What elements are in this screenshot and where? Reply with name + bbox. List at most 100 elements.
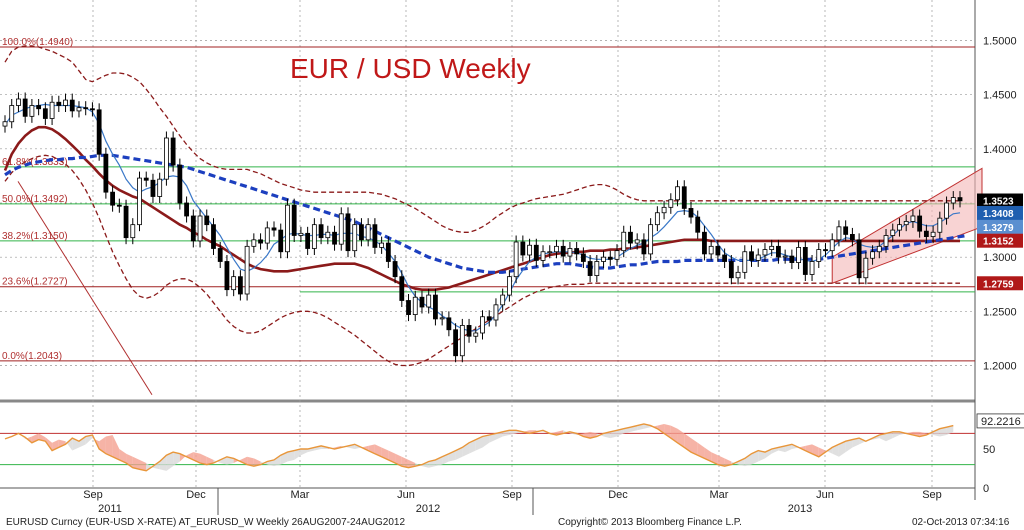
candle-body	[574, 248, 580, 255]
osc-area	[684, 433, 691, 453]
candle-body	[318, 224, 324, 239]
candle-body	[96, 109, 102, 155]
candle-body	[607, 256, 613, 260]
candle-body	[883, 235, 889, 247]
candle-body	[500, 294, 506, 306]
candle-body	[702, 231, 707, 255]
candle-body	[426, 294, 432, 308]
osc-area	[220, 456, 227, 465]
candle-body	[547, 251, 553, 254]
osc-area	[166, 452, 174, 471]
osc-area	[435, 456, 443, 467]
osc-area	[401, 456, 409, 468]
candle-body	[251, 239, 257, 247]
candle-body	[513, 241, 519, 278]
candle-body	[433, 294, 438, 320]
candle-body	[856, 239, 862, 279]
osc-area	[428, 459, 436, 468]
candle-body	[130, 224, 136, 239]
osc-area	[818, 447, 826, 457]
osc-area	[785, 444, 792, 453]
candle-body	[224, 261, 230, 291]
candle-body	[264, 227, 270, 244]
candle-body	[601, 256, 606, 262]
candle-body	[412, 296, 418, 315]
osc-area	[482, 434, 490, 448]
osc-area	[226, 456, 234, 465]
candle-body	[69, 99, 75, 112]
trend-line	[17, 181, 153, 396]
candle-body	[897, 224, 902, 231]
candle-body	[769, 245, 775, 250]
osc-area	[704, 447, 712, 462]
candle-body	[540, 251, 546, 261]
x-tick-label: Jun	[397, 489, 415, 501]
candle-body	[285, 204, 290, 253]
price-tag-box	[977, 276, 1023, 291]
candle-body	[359, 224, 364, 241]
candle-body	[42, 108, 48, 119]
candle-body	[654, 212, 660, 226]
candle-body	[379, 242, 385, 248]
candle-body	[695, 216, 701, 233]
osc-area	[845, 439, 853, 453]
osc-area	[186, 452, 194, 460]
osc-area	[939, 427, 947, 437]
candle-body	[493, 304, 499, 321]
band-upper	[4, 45, 960, 233]
candle-body	[298, 232, 304, 236]
candle-body	[944, 202, 949, 219]
x-tick-label: Mar	[291, 489, 310, 501]
osc-area	[469, 439, 476, 454]
osc-area	[368, 444, 375, 454]
candle-body	[16, 98, 21, 106]
candle-body	[2, 121, 8, 127]
candle-body	[507, 276, 512, 296]
osc-area	[78, 436, 86, 448]
candle-body	[520, 241, 526, 256]
price-tag-box	[977, 193, 1023, 208]
osc-area	[119, 449, 127, 464]
osc-area	[664, 424, 671, 439]
y-tick-label: 1.5000	[983, 36, 1017, 48]
osc-area	[200, 453, 207, 465]
price-tag-label: 1.3408	[983, 209, 1014, 220]
candle-body	[661, 206, 667, 214]
candle-body	[56, 101, 62, 106]
y-tick-label: 1.4000	[983, 144, 1017, 156]
candle-body	[365, 224, 371, 241]
osc-area	[65, 438, 73, 451]
osc-area	[112, 434, 120, 460]
osc-area	[206, 456, 214, 465]
osc-area	[247, 456, 254, 467]
osc-area	[617, 428, 624, 437]
candle-body	[937, 217, 943, 233]
candle-body	[681, 186, 687, 209]
osc-area	[738, 458, 745, 467]
x-tick-label: Dec	[186, 489, 206, 501]
osc-area	[307, 447, 315, 453]
candle-body	[305, 232, 311, 249]
osc-area	[697, 442, 705, 459]
x-tick-label: Sep	[502, 489, 522, 501]
candle-body	[446, 317, 452, 331]
fib-label: 38.2%(1.3150)	[2, 231, 68, 242]
candle-body	[325, 231, 331, 239]
y-tick-label: 1.3000	[983, 252, 1017, 264]
candle-body	[184, 202, 189, 217]
candle-body	[480, 316, 485, 334]
candle-body	[863, 257, 869, 279]
osc-area	[812, 444, 819, 457]
candle-body	[22, 98, 28, 117]
osc-area	[381, 447, 389, 460]
osc-area	[758, 450, 765, 462]
candle-body	[843, 226, 849, 235]
osc-value-box	[976, 413, 1024, 429]
candle-body	[217, 248, 223, 262]
footer-copyright: Copyright© 2013 Bloomberg Finance L.P.	[558, 517, 742, 528]
fib-label: 50.0%(1.3492)	[2, 194, 68, 205]
candle-body	[110, 191, 116, 206]
candle-body	[829, 239, 835, 252]
candle-body	[668, 199, 674, 208]
